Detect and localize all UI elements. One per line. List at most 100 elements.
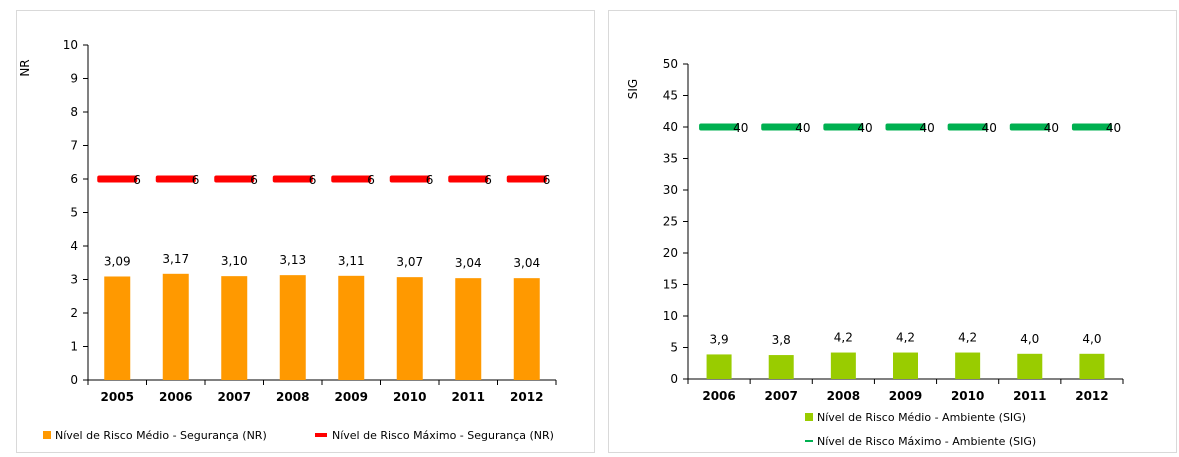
x-tick-label: 2006 (702, 389, 735, 403)
x-tick-label: 2011 (1013, 389, 1046, 403)
legend-swatch-0 (805, 413, 813, 421)
x-tick-label: 2012 (1075, 389, 1108, 403)
max-marker-2007 (214, 175, 255, 183)
y-tick-label: 35 (663, 152, 678, 166)
x-tick-label: 2010 (393, 390, 426, 404)
y-tick-label: 40 (663, 120, 678, 134)
y-tick-label: 10 (63, 38, 78, 52)
y-tick-label: 0 (670, 372, 678, 386)
max-marker-2007 (761, 123, 802, 131)
legend-label-1: Nível de Risco Máximo - Ambiente (SIG) (817, 435, 1036, 448)
max-value-label: 6 (484, 173, 492, 187)
max-value-label: 6 (133, 173, 141, 187)
max-marker-2010 (389, 175, 430, 183)
max-marker-2005 (97, 175, 138, 183)
legend-label-0: Nível de Risco Médio - Segurança (NR) (55, 429, 267, 442)
y-tick-label: 50 (663, 57, 678, 71)
max-marker-2008 (823, 123, 864, 131)
x-tick-label: 2011 (452, 390, 485, 404)
max-value-label: 6 (309, 173, 317, 187)
bar-value-label: 3,07 (396, 255, 423, 269)
max-value-label: 40 (795, 121, 810, 135)
bar-2007 (221, 276, 248, 380)
y-tick-label: 5 (670, 341, 678, 355)
chart-panel-nr: 0 1 2 3 4 5 6 7 8 9 10 NR 2005 3,09 6 2006 3,17 6 2007 3,10… (16, 10, 595, 453)
bar-value-label: 3,04 (513, 256, 540, 270)
y-tick-label: 20 (663, 246, 678, 260)
bar-2008 (279, 275, 306, 380)
bar-2012 (1079, 353, 1105, 379)
max-marker-2008 (272, 175, 313, 183)
bar-2011 (455, 278, 482, 380)
chart-nr: 0 1 2 3 4 5 6 7 8 9 10 NR 2005 3,09 6 2006 3,17 6 2007 3,10… (18, 38, 557, 442)
y-tick-label: 15 (663, 278, 678, 292)
max-value-label: 40 (982, 121, 997, 135)
bar-value-label: 3,9 (710, 332, 729, 346)
max-marker-2009 (885, 123, 926, 131)
max-value-label: 40 (920, 121, 935, 135)
bar-2012 (513, 278, 540, 380)
max-marker-2011 (448, 175, 489, 183)
legend-swatch-0 (43, 431, 51, 439)
x-tick-label: 2012 (510, 390, 543, 404)
chart-panel-sig: 0 5 10 15 20 25 30 35 40 45 50 SIG 2006 3,9 40 2007 3,8 4… (608, 10, 1177, 453)
y-tick-label: 10 (663, 309, 678, 323)
bar-value-label: 3,17 (162, 252, 189, 266)
y-tick-label: 5 (70, 206, 78, 220)
bar-2009 (338, 275, 365, 380)
max-marker-2010 (947, 123, 988, 131)
y-tick-label: 7 (70, 139, 78, 153)
y-axis-label: NR (18, 59, 32, 76)
max-value-label: 6 (543, 173, 551, 187)
x-tick-label: 2007 (218, 390, 251, 404)
max-value-label: 40 (1106, 121, 1121, 135)
max-value-label: 40 (733, 121, 748, 135)
y-tick-label: 8 (70, 105, 78, 119)
bar-value-label: 4,2 (896, 331, 915, 345)
bar-2009 (893, 352, 918, 379)
bar-2008 (830, 352, 856, 379)
bar-2006 (706, 354, 732, 379)
max-marker-2012 (1071, 123, 1112, 131)
y-axis-label: SIG (626, 79, 640, 99)
y-tick-label: 0 (70, 373, 78, 387)
max-marker-2009 (331, 175, 372, 183)
chart-sig: 0 5 10 15 20 25 30 35 40 45 50 SIG 2006 3,9 40 2007 3,8 4… (626, 57, 1124, 448)
max-marker-2012 (506, 175, 547, 183)
x-tick-label: 2005 (101, 390, 134, 404)
bar-value-label: 3,11 (338, 254, 365, 268)
max-value-label: 6 (250, 173, 258, 187)
y-tick-label: 1 (70, 340, 78, 354)
bar-value-label: 3,8 (772, 333, 791, 347)
y-tick-label: 2 (70, 306, 78, 320)
y-tick-label: 3 (70, 273, 78, 287)
max-marker-2006 (155, 175, 196, 183)
legend-swatch-1 (805, 440, 813, 442)
y-tick-label: 6 (70, 172, 78, 186)
bar-value-label: 4,0 (1082, 332, 1101, 346)
bar-2005 (104, 276, 131, 380)
y-tick-label: 9 (70, 72, 78, 86)
max-value-label: 40 (857, 121, 872, 135)
max-value-label: 40 (1044, 121, 1059, 135)
bar-value-label: 3,09 (104, 254, 131, 268)
x-tick-label: 2008 (827, 389, 860, 403)
bar-2007 (768, 355, 794, 379)
x-tick-label: 2009 (335, 390, 368, 404)
max-value-label: 6 (426, 173, 434, 187)
legend-swatch-1 (315, 433, 327, 437)
x-tick-label: 2007 (765, 389, 798, 403)
bar-value-label: 4,2 (958, 331, 977, 345)
max-marker-2006 (699, 123, 740, 131)
y-tick-label: 30 (663, 183, 678, 197)
max-value-label: 6 (192, 173, 200, 187)
bar-2010 (955, 352, 981, 379)
x-tick-label: 2010 (951, 389, 984, 403)
y-tick-label: 25 (663, 215, 678, 229)
bar-value-label: 3,10 (221, 254, 248, 268)
y-tick-label: 4 (70, 239, 78, 253)
max-marker-2011 (1009, 123, 1050, 131)
max-value-label: 6 (367, 173, 375, 187)
bar-value-label: 4,2 (834, 331, 853, 345)
bar-2006 (162, 273, 189, 380)
